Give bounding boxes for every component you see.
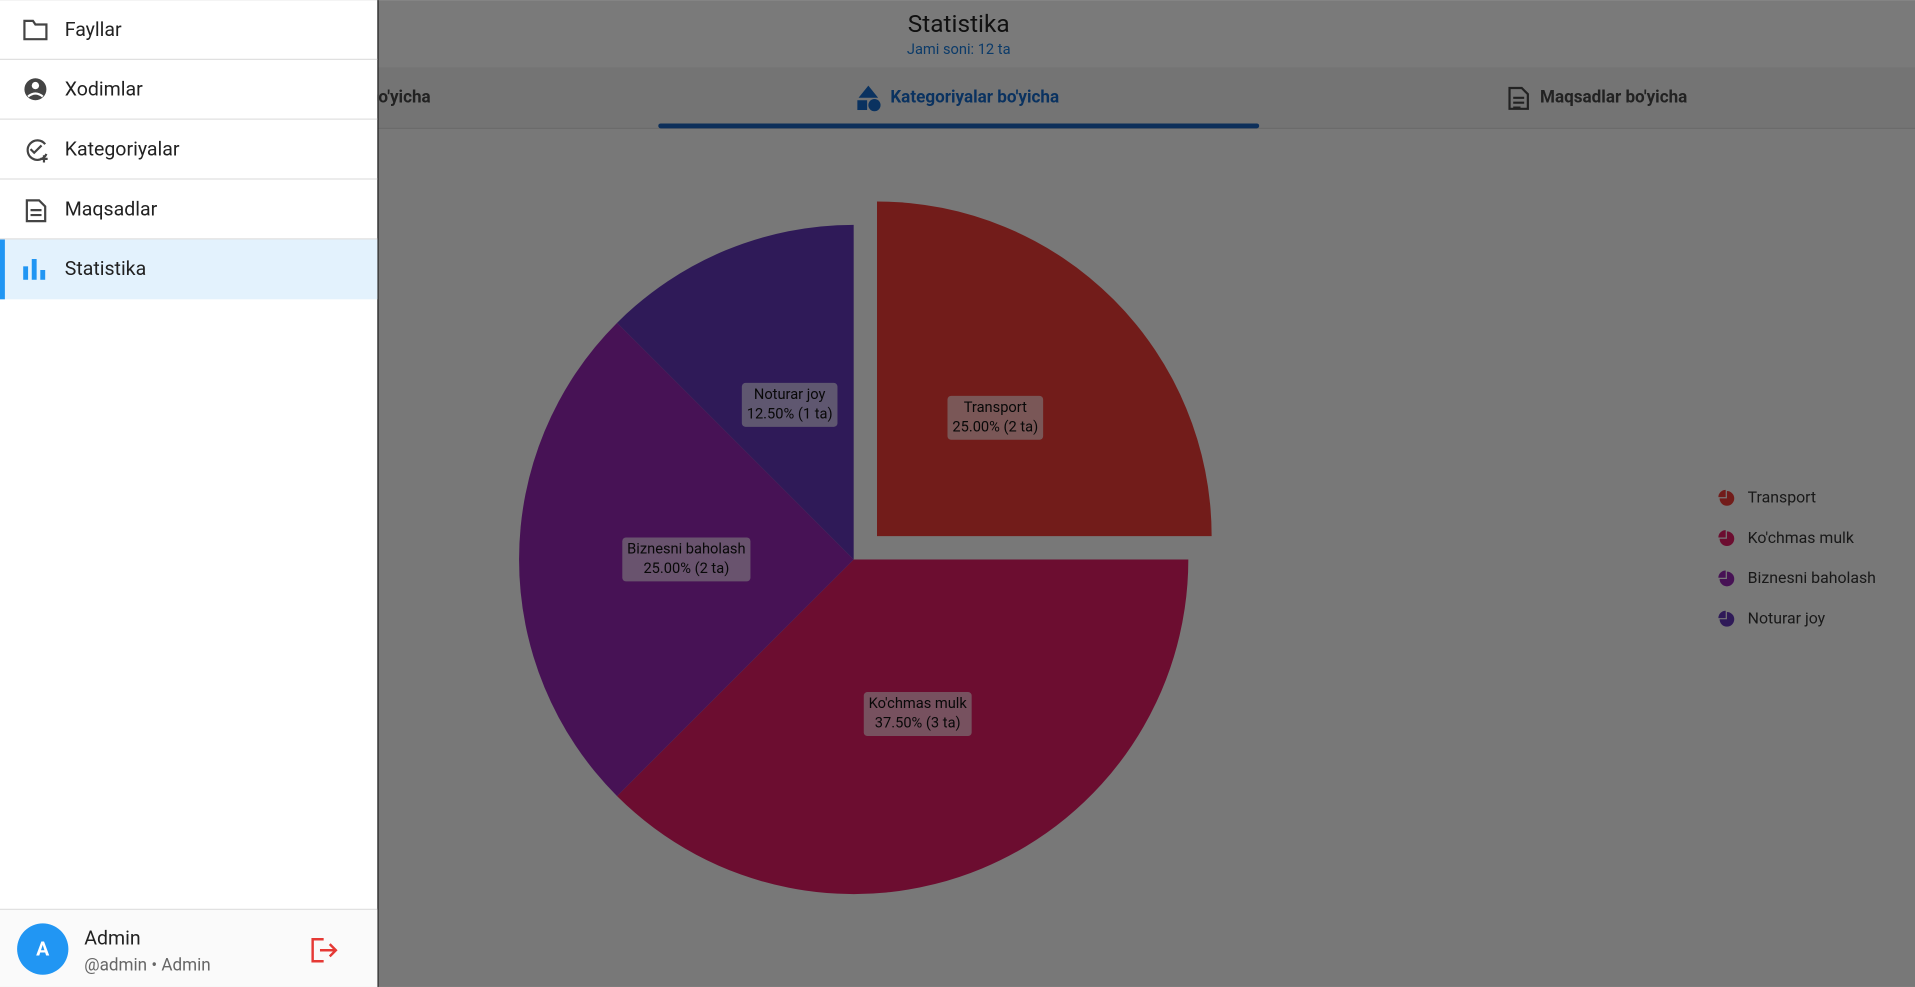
drawer-item[interactable]: Statistika [65, 257, 146, 280]
drawer: Fayllar Xodimlar Kategoriyalar Maqsadlar… [0, 0, 379, 987]
drawer-item[interactable]: Fayllar [65, 18, 122, 41]
drawer-item[interactable]: Maqsadlar [65, 197, 158, 220]
logout-button[interactable] [311, 938, 338, 963]
user-name: Admin [84, 926, 140, 949]
avatar [17, 923, 69, 975]
drawer-icons [23, 19, 48, 223]
drawer-item[interactable]: Xodimlar [65, 78, 143, 101]
drawer-panel [0, 0, 378, 987]
drawer-item[interactable]: Kategoriyalar [65, 137, 180, 160]
dividers [0, 58, 378, 910]
active-item-bar [0, 239, 5, 300]
stats-icon [23, 259, 46, 280]
user-subtitle: @admin • Admin [84, 956, 210, 976]
active-item-bg [0, 239, 378, 300]
avatar-letter: A [36, 937, 50, 960]
